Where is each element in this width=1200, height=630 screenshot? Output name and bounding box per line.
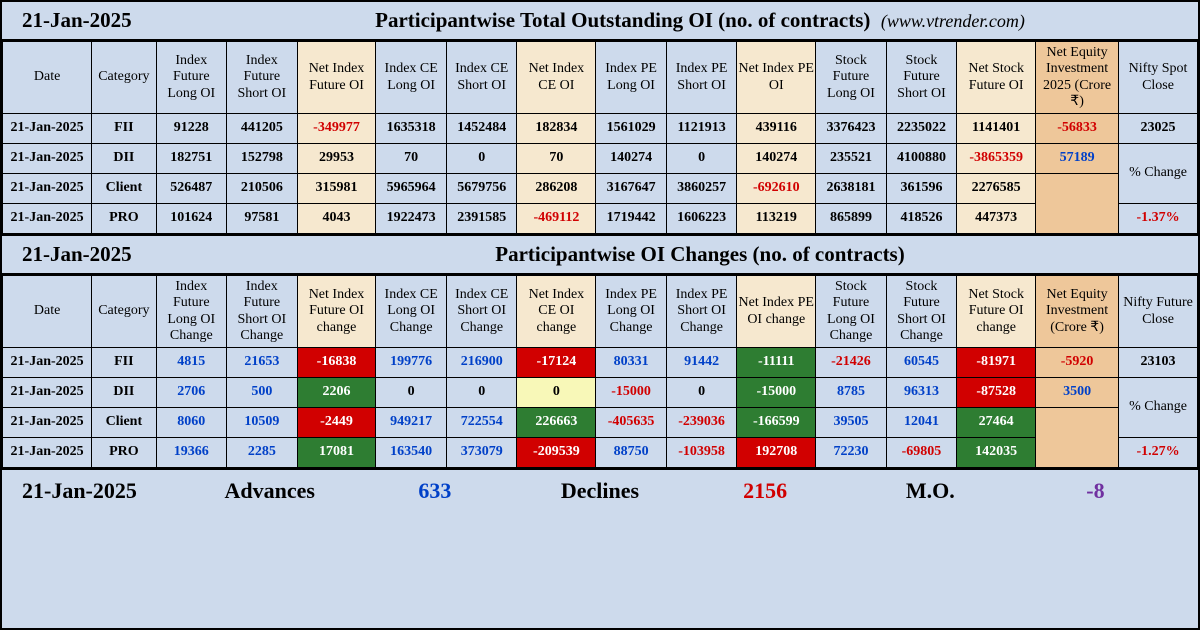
table-1-col-header: Index PE Long OI xyxy=(596,42,667,114)
table-1-col-header: Index PE Short OI xyxy=(666,42,737,114)
table-row: 21-Jan-2025PRO19366228517081163540373079… xyxy=(3,438,1198,468)
table-1-col-header: Net Index PE OI xyxy=(737,42,816,114)
table-row: 21-Jan-2025DII18275115279829953700701402… xyxy=(3,144,1198,174)
table-2-col-header: Nifty Future Close xyxy=(1119,276,1198,348)
table-1-col-header: Index CE Long OI xyxy=(376,42,447,114)
table-1-col-header: Index CE Short OI xyxy=(446,42,517,114)
table-2-col-header: Net Equity Investment (Crore ₹) xyxy=(1036,276,1119,348)
table-1-col-header: Net Index Future OI xyxy=(297,42,376,114)
table-2-col-header: Category xyxy=(92,276,156,348)
report-container: 21-Jan-2025 Participantwise Total Outsta… xyxy=(0,0,1200,630)
table-2-col-header: Index PE Short OI Change xyxy=(666,276,737,348)
declines-label: Declines xyxy=(517,478,682,504)
table-2-col-header: Stock Future Long OI Change xyxy=(816,276,887,348)
table-2-header-row: DateCategoryIndex Future Long OI ChangeI… xyxy=(3,276,1198,348)
table-row: 21-Jan-2025Client52648721050631598159659… xyxy=(3,174,1198,204)
header-1-title-text: Participantwise Total Outstanding OI (no… xyxy=(375,8,870,32)
mo-label: M.O. xyxy=(848,478,1013,504)
header-1-title: Participantwise Total Outstanding OI (no… xyxy=(222,8,1178,33)
header-2-title: Participantwise OI Changes (no. of contr… xyxy=(222,242,1178,267)
advances-label: Advances xyxy=(187,478,352,504)
table-row: 21-Jan-2025FII91228441205-34997716353181… xyxy=(3,114,1198,144)
table-1-col-header: Stock Future Short OI xyxy=(886,42,957,114)
table-2-col-header: Index PE Long OI Change xyxy=(596,276,667,348)
table-2-col-header: Net Index Future OI change xyxy=(297,276,376,348)
footer-date: 21-Jan-2025 xyxy=(22,478,187,504)
table-2-col-header: Net Stock Future OI change xyxy=(957,276,1036,348)
table-2-col-header: Net Index CE OI change xyxy=(517,276,596,348)
table-oi-changes: DateCategoryIndex Future Long OI ChangeI… xyxy=(2,275,1198,468)
table-2-col-header: Date xyxy=(3,276,92,348)
table-1-col-header: Category xyxy=(92,42,156,114)
table-2-col-header: Net Index PE OI change xyxy=(737,276,816,348)
table-1-col-header: Net Stock Future OI xyxy=(957,42,1036,114)
table-row: 21-Jan-2025Client806010509-2449949217722… xyxy=(3,408,1198,438)
header-2-date: 21-Jan-2025 xyxy=(22,242,222,267)
table-outstanding-oi: DateCategoryIndex Future Long OIIndex Fu… xyxy=(2,41,1198,234)
table-1-col-header: Net Equity Investment 2025 (Crore ₹) xyxy=(1036,42,1119,114)
table-1-col-header: Stock Future Long OI xyxy=(816,42,887,114)
table-2-col-header: Index CE Long OI Change xyxy=(376,276,447,348)
header-1-date: 21-Jan-2025 xyxy=(22,8,222,33)
table-2-col-header: Index Future Long OI Change xyxy=(156,276,227,348)
mo-value: -8 xyxy=(1013,478,1178,504)
table-2-col-header: Index Future Short OI Change xyxy=(227,276,298,348)
header-1: 21-Jan-2025 Participantwise Total Outsta… xyxy=(2,2,1198,41)
table-1-col-header: Nifty Spot Close xyxy=(1119,42,1198,114)
table-2-col-header: Stock Future Short OI Change xyxy=(886,276,957,348)
table-row: 21-Jan-2025FII481521653-1683819977621690… xyxy=(3,348,1198,378)
table-1-header-row: DateCategoryIndex Future Long OIIndex Fu… xyxy=(3,42,1198,114)
table-1-col-header: Date xyxy=(3,42,92,114)
table-2-col-header: Index CE Short OI Change xyxy=(446,276,517,348)
declines-value: 2156 xyxy=(683,478,848,504)
advances-value: 633 xyxy=(352,478,517,504)
table-1-col-header: Net Index CE OI xyxy=(517,42,596,114)
table-1-col-header: Index Future Short OI xyxy=(227,42,298,114)
header-1-site: (www.vtrender.com) xyxy=(881,11,1025,31)
header-2: 21-Jan-2025 Participantwise OI Changes (… xyxy=(2,234,1198,275)
table-row: 21-Jan-2025PRO10162497581404319224732391… xyxy=(3,204,1198,234)
table-1-col-header: Index Future Long OI xyxy=(156,42,227,114)
footer-summary: 21-Jan-2025 Advances 633 Declines 2156 M… xyxy=(2,468,1198,512)
table-row: 21-Jan-2025DII27065002206000-150000-1500… xyxy=(3,378,1198,408)
